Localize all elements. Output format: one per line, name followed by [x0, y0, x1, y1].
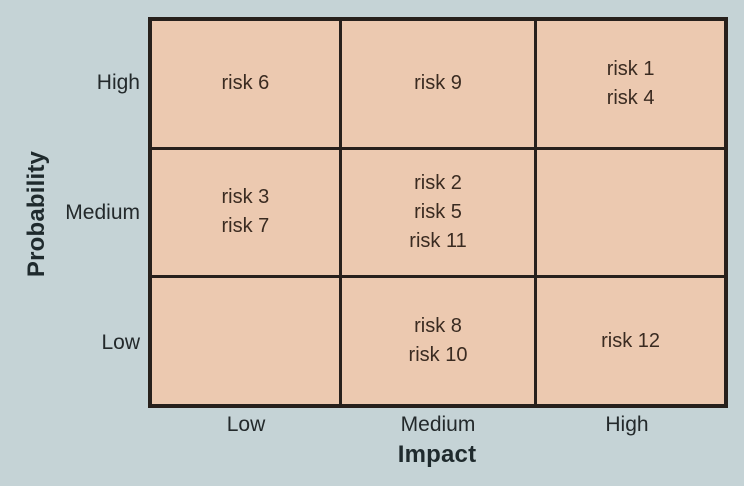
cell-medium-low: risk 3 risk 7: [152, 149, 339, 276]
row-label-low: Low: [101, 331, 140, 354]
risk-item: risk 4: [606, 86, 655, 109]
risk-item: risk 2: [414, 171, 462, 194]
risk-item: risk 10: [408, 344, 468, 367]
risk-item: risk 8: [414, 315, 462, 338]
risk-item: risk 12: [601, 329, 661, 352]
row-label-medium: Medium: [65, 201, 140, 224]
cell-medium-medium: risk 2 risk 5 risk 11: [341, 149, 535, 276]
cell-low-high: risk 12: [537, 278, 724, 404]
risk-item: risk 11: [409, 229, 467, 252]
cell-low-low: [152, 278, 339, 404]
risk-item: risk 9: [414, 72, 462, 95]
row-label-high: High: [96, 71, 140, 94]
risk-item: risk 7: [221, 215, 270, 238]
cell-high-low: risk 6: [152, 21, 339, 147]
col-label-high: High: [605, 413, 649, 436]
risk-item: risk 3: [221, 186, 270, 209]
risk-item: risk 5: [414, 200, 462, 223]
matrix-grid: risk 6 risk 9 risk 1 risk 4 risk 3 risk …: [148, 17, 728, 408]
x-axis-label: Impact: [397, 441, 477, 468]
risk-item: risk 1: [606, 57, 655, 80]
col-label-medium: Medium: [400, 413, 476, 436]
cell-medium-high: [537, 149, 724, 276]
col-label-low: Low: [226, 413, 266, 436]
cell-low-medium: risk 8 risk 10: [341, 278, 535, 404]
cell-high-high: risk 1 risk 4: [537, 21, 724, 147]
cell-high-medium: risk 9: [341, 21, 535, 147]
risk-item: risk 6: [221, 72, 270, 95]
